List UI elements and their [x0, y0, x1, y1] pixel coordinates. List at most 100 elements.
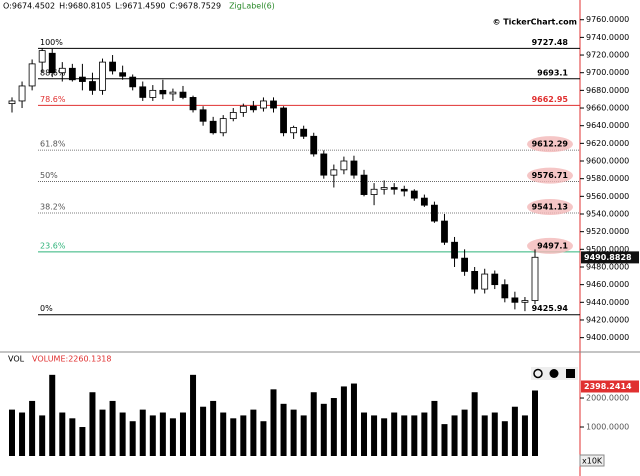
candle-body — [471, 271, 479, 290]
candle-body — [380, 187, 388, 190]
candle-body — [159, 89, 167, 95]
volume-bar — [320, 403, 327, 456]
candle-body — [249, 105, 257, 111]
y-tick-label: 9700.0000 — [586, 68, 629, 77]
candle-body — [79, 76, 86, 82]
y-tick-label: 9760.0000 — [586, 15, 629, 24]
close-icon[interactable] — [549, 369, 559, 378]
candle-body — [239, 105, 247, 113]
fib-value: 9497.1 — [537, 241, 568, 250]
fib-value: 9693.1 — [537, 68, 568, 77]
candle-body — [8, 100, 16, 105]
unit-box — [579, 454, 605, 467]
candle-body — [360, 174, 368, 195]
candle-body — [199, 109, 207, 122]
candle-body — [400, 188, 408, 192]
candle-body — [431, 204, 438, 222]
indicator-name: ZigLabel(6) — [229, 2, 275, 11]
volume-bar — [431, 400, 438, 456]
y-tick-label: 9480.0000 — [586, 262, 629, 271]
candle-body — [229, 112, 237, 120]
volume-bar — [441, 424, 448, 456]
volume-bar — [129, 421, 136, 456]
y-tick-label: 2000.0000 — [586, 394, 629, 403]
candle-body — [290, 127, 298, 134]
candle-body — [451, 241, 458, 259]
volume-bar — [99, 409, 106, 456]
candle-body — [390, 187, 398, 190]
fib-value: 9727.48 — [532, 38, 569, 47]
volume-bar — [300, 415, 307, 456]
volume-bar — [139, 409, 146, 456]
volume-bar — [361, 412, 368, 456]
volume-bar — [179, 412, 186, 456]
candle-body — [280, 107, 287, 134]
y-tick-label: 9400.0000 — [586, 333, 629, 342]
fib-value: 9425.94 — [532, 304, 569, 313]
candle-body — [511, 297, 519, 303]
settings-icon[interactable] — [533, 368, 543, 379]
y-tick-label: 9640.0000 — [586, 121, 629, 130]
volume-bar — [330, 398, 337, 456]
volume-bar — [310, 392, 317, 456]
fib-label: 50% — [40, 171, 58, 180]
candle-body — [18, 85, 26, 102]
ohlc-value: O:9674.4502 — [3, 2, 55, 11]
volume-bar — [119, 412, 126, 456]
volume-bar — [290, 409, 297, 456]
volume-bar — [159, 412, 166, 456]
candle-body — [420, 197, 428, 206]
y-tick-label: 9580.0000 — [586, 174, 629, 183]
candle-body — [139, 86, 147, 98]
candle-body — [441, 220, 448, 243]
fib-label: 61.8% — [40, 140, 66, 149]
volume-bar — [521, 415, 528, 456]
y-tick-label: 9460.0000 — [586, 280, 629, 289]
volume-bar — [260, 421, 267, 456]
candle-body — [410, 190, 418, 199]
volume-bar — [89, 392, 96, 456]
volume-bar — [411, 415, 418, 456]
candle-body — [531, 256, 539, 301]
highlight — [527, 167, 573, 184]
volume-bar — [29, 400, 36, 456]
last-price-box — [581, 251, 639, 264]
y-tick-label: 9560.0000 — [586, 192, 629, 201]
y-tick-label: 9720.0000 — [586, 51, 629, 60]
watermark: © TickerChart.com — [492, 18, 577, 27]
ohlc-value: H:9680.8105 — [59, 2, 111, 11]
maximize-icon[interactable] — [566, 369, 575, 378]
volume-bar — [451, 415, 458, 456]
unit-label: x10K — [582, 457, 603, 466]
candle-body — [481, 273, 489, 290]
volume-bar — [350, 383, 357, 456]
volume-bar — [471, 392, 478, 456]
volume-bar — [340, 386, 347, 456]
volume-bar — [501, 421, 508, 456]
fib-label: 0% — [40, 304, 53, 313]
volume-bar — [79, 427, 86, 456]
candle-body — [461, 257, 468, 272]
volume-bar — [481, 415, 488, 456]
watermark-bg — [478, 16, 578, 28]
volume-bar — [69, 418, 76, 456]
last-value-label: 2398.2414 — [584, 382, 632, 391]
volume-bar — [532, 390, 538, 456]
fib-value: 9541.13 — [532, 203, 568, 212]
candle-body — [68, 67, 76, 81]
volume-bar — [371, 415, 378, 456]
candle-body — [129, 76, 137, 88]
fib-label: 100% — [40, 38, 63, 47]
candle-body — [179, 91, 187, 98]
volume-bar — [210, 400, 217, 456]
fib-label: 38.2% — [40, 203, 66, 212]
candle-body — [189, 97, 197, 111]
candle-body — [38, 50, 46, 63]
volume-bar — [230, 418, 237, 456]
volume-bar — [280, 403, 287, 456]
candle-body — [119, 72, 127, 77]
highlight — [527, 199, 573, 216]
fib-value: 9576.71 — [532, 171, 569, 180]
y-tick-label: 9500.0000 — [586, 245, 629, 254]
